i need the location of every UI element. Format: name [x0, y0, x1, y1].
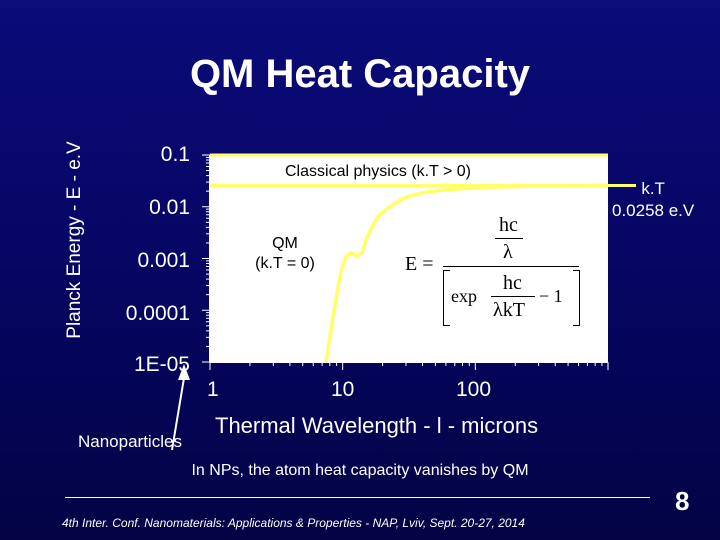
qm-energy-curve	[324, 183, 609, 363]
formula-numerator-num: hc	[499, 214, 518, 236]
formula-main-bar	[443, 266, 579, 267]
nanoparticles-arrow-line	[171, 377, 185, 451]
x-tick-label: 10	[331, 378, 355, 401]
footer-divider	[65, 497, 650, 498]
kt-label-line1: k.T	[641, 179, 665, 198]
x-tick-label: 1	[207, 378, 219, 401]
qm-label-line1: QM	[272, 235, 298, 252]
nanoparticles-arrow-head	[178, 364, 190, 380]
formula-lhs: E =	[405, 253, 434, 275]
formula-minus-one: − 1	[539, 286, 563, 306]
y-tick-label: 0.0001	[125, 302, 190, 325]
formula-right-bracket	[573, 270, 580, 326]
formula-fraction-bar	[495, 238, 523, 239]
formula-exp: exp	[451, 286, 477, 306]
y-tick-label: 0.01	[149, 196, 190, 219]
x-axis-label: Thermal Wavelength - l - microns	[215, 413, 539, 438]
formula-left-bracket	[443, 270, 450, 326]
formula-inner-den: λkT	[493, 299, 525, 321]
nanoparticles-label: Nanoparticles	[78, 432, 182, 451]
kt-label: k.T 0.0258 e.V	[612, 178, 694, 222]
qm-label-line2: (k.T = 0)	[255, 255, 315, 272]
kt-label-line2: 0.0258 e.V	[612, 201, 695, 220]
x-tick-label: 100	[456, 378, 492, 401]
formula-inner-num: hc	[503, 272, 522, 294]
slide-caption: In NPs, the atom heat capacity vanishes …	[191, 462, 529, 479]
planck-formula: E = hc λ exp hc λkT − 1	[405, 210, 605, 330]
y-tick-label: 1E-05	[133, 353, 190, 376]
qm-label: QM (k.T = 0)	[246, 234, 324, 274]
plot-area	[210, 155, 608, 362]
slide-title: QM Heat Capacity	[189, 52, 531, 96]
classical-physics-label: Classical physics (k.T > 0)	[285, 163, 471, 180]
y-tick-label: 0.001	[137, 249, 190, 272]
formula-numerator-den: λ	[503, 241, 513, 263]
page-number: 8	[675, 486, 690, 516]
formula-inner-bar	[491, 296, 535, 297]
footer-text: 4th Inter. Conf. Nanomaterials: Applicat…	[62, 516, 525, 530]
y-tick-label: 0.1	[160, 143, 190, 166]
